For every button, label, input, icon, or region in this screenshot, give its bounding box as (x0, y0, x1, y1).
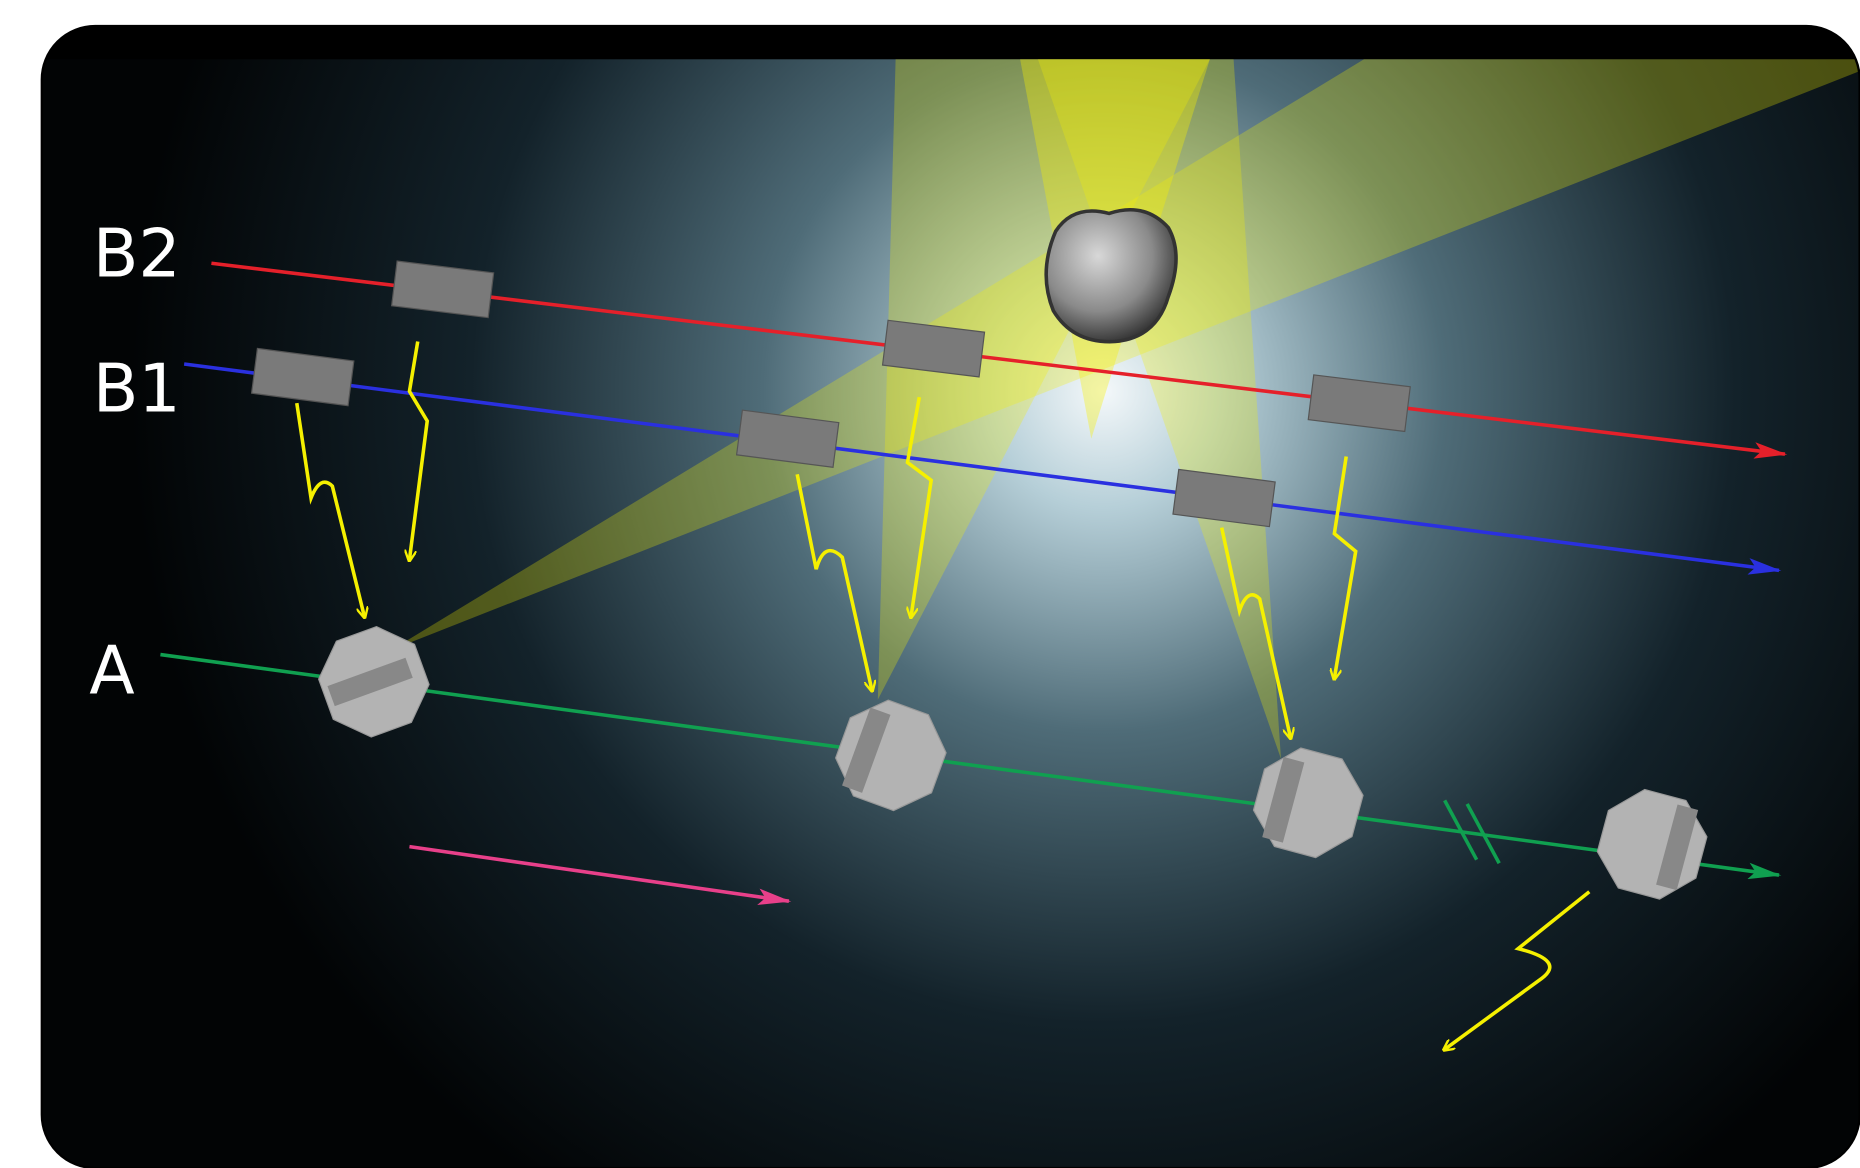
panel (41, 26, 1860, 1168)
motion-arrow (409, 844, 792, 906)
track-label: A (89, 632, 134, 710)
background (41, 26, 1860, 1168)
asteroid (1044, 207, 1178, 344)
track-a (160, 652, 1782, 880)
satellites-a (318, 625, 1708, 900)
track-label: B2 (93, 214, 181, 292)
top-band (41, 26, 1860, 60)
satellites-b (250, 260, 1411, 528)
track-label: B1 (93, 349, 181, 427)
signal-arrows (295, 341, 1591, 1050)
track-b1 (183, 362, 1782, 575)
break-mark (1443, 799, 1501, 865)
